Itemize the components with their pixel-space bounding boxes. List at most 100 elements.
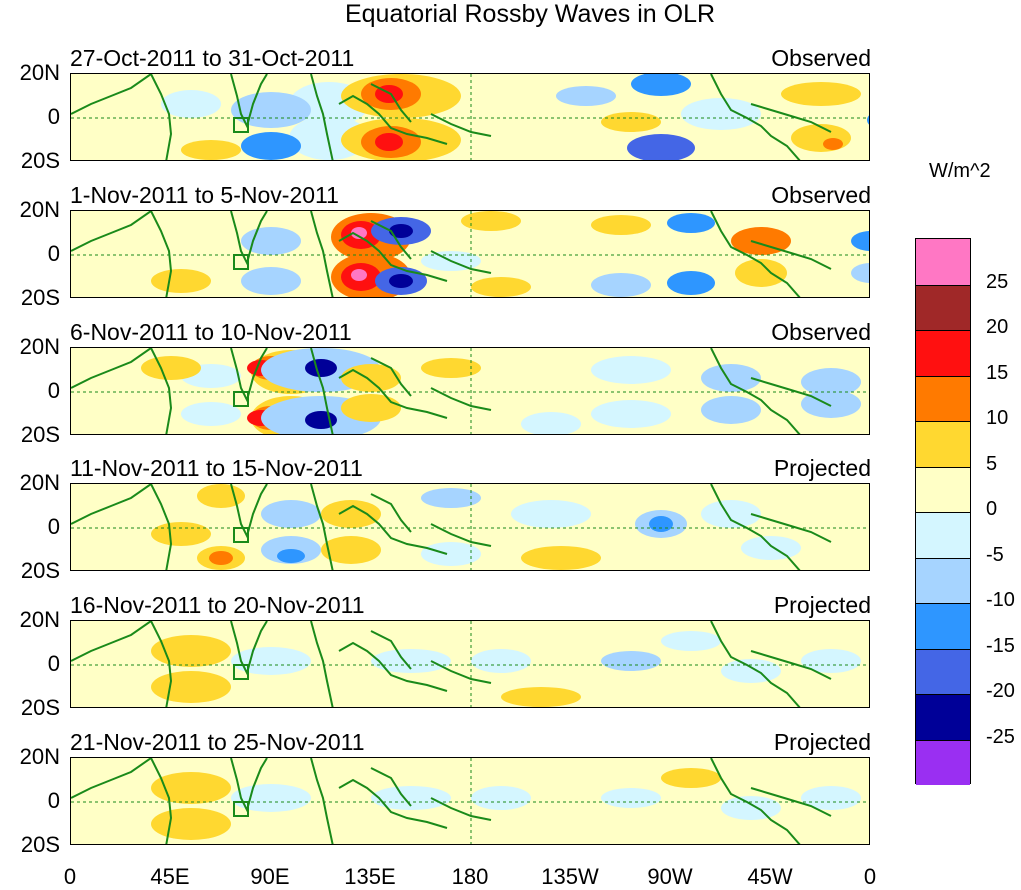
- anomaly-contour: [151, 772, 231, 804]
- colorbar: [915, 238, 971, 785]
- lon-label-135w: 135W: [541, 864, 599, 889]
- coastline: [71, 758, 152, 799]
- anomaly-contour: [681, 98, 761, 130]
- anomaly-contour: [601, 651, 661, 671]
- anomaly-contour: [521, 412, 581, 434]
- map-panel-canvas: [71, 621, 869, 707]
- anomaly-contour: [351, 227, 367, 239]
- anomaly-contour: [801, 368, 861, 396]
- anomaly-contour: [851, 231, 869, 251]
- anomaly-contour: [591, 356, 671, 384]
- anomaly-contour: [371, 649, 451, 673]
- anomaly-contour: [867, 115, 869, 125]
- panel-date-range: 21-Nov-2011 to 25-Nov-2011: [70, 729, 365, 755]
- anomaly-contour: [261, 500, 321, 528]
- lon-label-0-end: 0: [863, 864, 877, 889]
- colorbar-level-label: 10: [986, 407, 1009, 429]
- coastline: [750, 513, 832, 543]
- coastline: [338, 231, 448, 282]
- anomaly-contour: [277, 549, 305, 563]
- anomaly-contour: [305, 359, 337, 377]
- colorbar-swatch: [916, 603, 970, 649]
- coastline: [310, 211, 334, 297]
- panel-status: Observed: [771, 45, 871, 71]
- colorbar-swatch: [916, 421, 970, 467]
- anomaly-contour: [667, 213, 715, 233]
- coastline: [710, 484, 801, 570]
- anomaly-contour: [241, 267, 301, 295]
- lon-label-135e: 135E: [344, 864, 396, 889]
- anomaly-contour: [341, 394, 401, 422]
- coastline: [430, 250, 492, 274]
- anomaly-contour: [421, 488, 481, 508]
- lon-label-90w: 90W: [647, 864, 693, 889]
- map-panel: [70, 73, 870, 161]
- coastline: [310, 484, 334, 570]
- lat-label-20s: 20S: [20, 695, 60, 720]
- colorbar-level-label: 25: [986, 270, 1009, 293]
- anomaly-contour: [321, 536, 381, 564]
- lat-label-20n: 20N: [19, 470, 60, 495]
- coastline: [150, 621, 173, 707]
- anomaly-contour: [241, 132, 301, 160]
- coastline: [310, 758, 334, 844]
- coastline: [750, 787, 832, 817]
- anomaly-contour: [601, 788, 661, 808]
- anomaly-contour: [521, 546, 601, 570]
- lat-label-0: 0: [47, 514, 60, 539]
- anomaly-contour: [389, 274, 413, 288]
- lat-label-20n: 20N: [19, 744, 60, 769]
- coastline: [750, 377, 832, 407]
- anomaly-contour: [375, 133, 403, 151]
- panel-date-range: 11-Nov-2011 to 15-Nov-2011: [70, 455, 363, 481]
- lat-label-20n: 20N: [19, 607, 60, 632]
- lat-label-0: 0: [47, 378, 60, 403]
- anomaly-contour: [351, 269, 367, 281]
- coastline: [750, 650, 832, 680]
- anomaly-contour: [461, 211, 521, 231]
- coastline: [370, 220, 412, 260]
- anomaly-contour: [501, 687, 581, 707]
- panel-status: Observed: [771, 182, 871, 208]
- coastline: [71, 621, 152, 662]
- coastline: [338, 504, 448, 555]
- lon-label-45w: 45W: [747, 864, 793, 889]
- anomaly-contour: [649, 516, 673, 532]
- coastline: [370, 767, 412, 807]
- coastline: [71, 211, 152, 252]
- colorbar-level-label: 0: [986, 498, 998, 520]
- lon-label-180: 180: [451, 864, 489, 889]
- anomaly-contour: [801, 786, 861, 810]
- coastline: [430, 797, 492, 821]
- anomaly-contour: [511, 500, 591, 528]
- chart-title: Equatorial Rossby Waves in OLR: [344, 0, 716, 28]
- anomaly-contour: [321, 500, 381, 528]
- map-panel: [70, 347, 870, 435]
- anomaly-contour: [701, 500, 761, 528]
- anomaly-contour: [781, 82, 861, 106]
- colorbar-swatch: [916, 557, 970, 603]
- lat-label-0: 0: [47, 241, 60, 266]
- coastline: [338, 368, 448, 419]
- lat-label-0: 0: [47, 104, 60, 129]
- anomaly-contour: [209, 551, 233, 565]
- coastline: [338, 94, 448, 145]
- anomaly-contour: [305, 411, 337, 429]
- map-panel-canvas: [71, 74, 869, 160]
- coastline: [370, 493, 412, 533]
- anomaly-contour: [823, 138, 843, 150]
- anomaly-contour: [151, 671, 231, 703]
- coastline: [710, 74, 801, 160]
- anomaly-contour: [151, 635, 231, 667]
- coastline: [750, 103, 832, 133]
- anomaly-contour: [141, 356, 201, 380]
- map-panel: [70, 483, 870, 571]
- anomaly-contour: [151, 269, 211, 293]
- anomaly-contour: [741, 536, 801, 560]
- coastline: [370, 357, 412, 397]
- coastline: [710, 621, 801, 707]
- anomaly-contour: [791, 124, 851, 152]
- panel-status: Observed: [771, 319, 871, 345]
- coastline: [710, 211, 801, 297]
- anomaly-contour: [231, 92, 311, 128]
